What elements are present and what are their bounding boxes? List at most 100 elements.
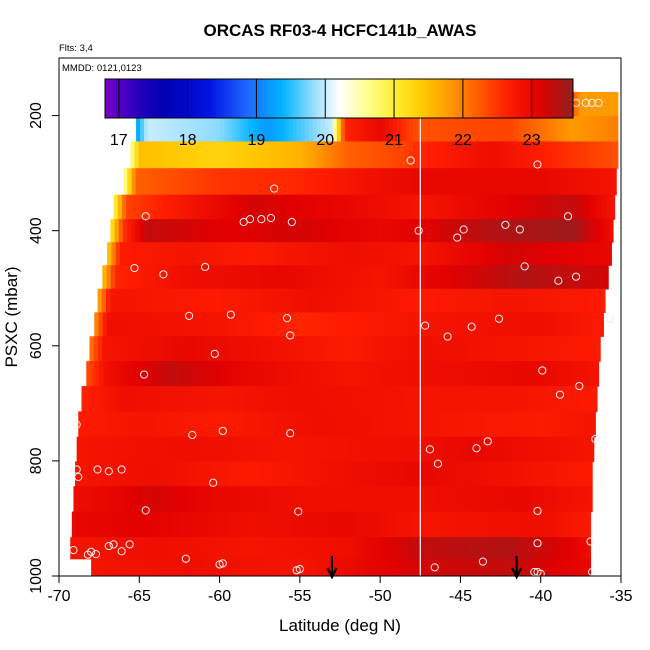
heatmap-cell [139, 168, 145, 196]
heatmap-cell [442, 312, 447, 337]
heatmap-cell [343, 386, 349, 412]
heatmap-cell [421, 537, 427, 560]
heatmap-cell [535, 312, 541, 337]
heatmap-cell [204, 336, 210, 362]
heatmap-cell [397, 194, 403, 220]
heatmap-cell [172, 194, 177, 220]
heatmap-cell [380, 265, 386, 290]
heatmap-cell [296, 116, 302, 143]
heatmap-cell [201, 361, 207, 387]
heatmap-cell [119, 242, 125, 266]
heatmap-cell [516, 219, 522, 243]
heatmap-cell [451, 168, 457, 196]
heatmap-cell [79, 461, 85, 487]
heatmap-cell [519, 265, 525, 290]
heatmap-cell [272, 116, 278, 143]
heatmap-cell [568, 537, 574, 560]
heatmap-cell [445, 141, 451, 169]
heatmap-cell [504, 219, 509, 243]
sample-point [538, 366, 547, 375]
heatmap-cell [145, 312, 151, 337]
heatmap-cell [549, 336, 554, 362]
heatmap-cell [193, 168, 198, 196]
heatmap-cell [180, 436, 185, 463]
heatmap-cell [306, 411, 312, 438]
heatmap-cell [244, 511, 250, 538]
heatmap-cell [444, 361, 450, 387]
heatmap-cell [97, 511, 103, 538]
heatmap-cell [324, 168, 330, 196]
heatmap-cell [169, 219, 174, 243]
heatmap-cell [221, 336, 227, 362]
heatmap-cell [323, 411, 329, 438]
heatmap-cell [612, 168, 617, 196]
heatmap-cell [528, 265, 533, 290]
y-tick-label: 1000 [28, 558, 45, 594]
heatmap-cell [523, 336, 529, 362]
heatmap-cell [519, 558, 525, 576]
heatmap-cell [387, 312, 392, 337]
heatmap-cell [505, 168, 510, 196]
heatmap-cell [313, 194, 319, 220]
heatmap-cell [584, 386, 589, 412]
heatmap-cell [262, 265, 268, 290]
heatmap-cell [466, 486, 472, 513]
heatmap-cell [257, 436, 263, 463]
colorbar-tick-label: 19 [248, 132, 266, 149]
heatmap-cell [476, 194, 482, 220]
heatmap-cell [222, 194, 227, 220]
heatmap-cell [218, 511, 224, 538]
sample-point [571, 272, 581, 281]
heatmap-cell [284, 194, 290, 220]
heatmap-cell [386, 386, 392, 412]
heatmap-cell [85, 436, 91, 463]
heatmap-cell [418, 288, 424, 313]
heatmap-cell [467, 461, 473, 487]
heatmap-cell [90, 386, 95, 412]
heatmap-cell [417, 116, 422, 143]
heatmap-cell [138, 141, 144, 169]
heatmap-cell [289, 312, 295, 337]
heatmap-cell [241, 141, 246, 169]
heatmap-cell [421, 511, 427, 538]
heatmap-cell [222, 361, 228, 387]
heatmap-cell [352, 436, 358, 463]
heatmap-cell [468, 168, 474, 196]
heatmap-cell [497, 194, 503, 220]
heatmap-cell [233, 486, 239, 513]
heatmap-cell [312, 116, 318, 143]
heatmap-cell [416, 219, 421, 243]
heatmap-cell [353, 219, 359, 243]
heatmap-cell [577, 116, 583, 143]
heatmap-cell [76, 436, 82, 463]
heatmap-cell [375, 411, 381, 438]
heatmap-cell [305, 511, 311, 538]
heatmap-cell [98, 336, 103, 362]
heatmap-cell [151, 168, 157, 196]
heatmap-cell [106, 436, 112, 463]
heatmap-cell [532, 336, 537, 362]
heatmap-cell [339, 436, 345, 463]
heatmap-cell [491, 411, 497, 438]
heatmap-cell [368, 461, 373, 487]
heatmap-cell [245, 242, 251, 266]
heatmap-cell [398, 461, 404, 487]
heatmap-cell [413, 141, 418, 169]
heatmap-cell [587, 486, 593, 513]
heatmap-cell [504, 411, 510, 438]
heatmap-cell [261, 361, 267, 387]
heatmap-cell [180, 116, 185, 143]
heatmap-cell [518, 461, 524, 487]
heatmap-cell [608, 219, 614, 243]
heatmap-cell [169, 288, 175, 313]
heatmap-cell [333, 461, 339, 487]
heatmap-cell [485, 336, 491, 362]
heatmap-cell [513, 116, 519, 143]
heatmap-cell [595, 336, 601, 362]
heatmap-cell [167, 141, 173, 169]
heatmap-cell [279, 242, 285, 266]
heatmap-cell [441, 141, 447, 169]
heatmap-cell [161, 461, 167, 487]
heatmap-cell [489, 194, 495, 220]
heatmap-cell [237, 411, 243, 438]
